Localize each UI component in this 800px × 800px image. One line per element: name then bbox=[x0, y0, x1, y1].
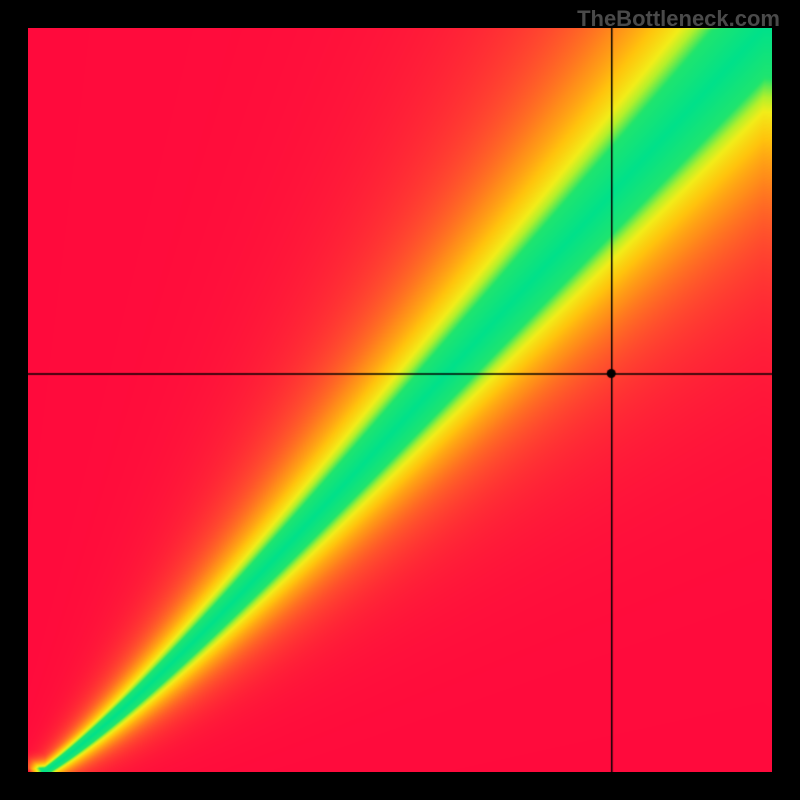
watermark-text: TheBottleneck.com bbox=[577, 6, 780, 32]
heatmap-chart bbox=[28, 28, 772, 772]
heatmap-canvas bbox=[28, 28, 772, 772]
